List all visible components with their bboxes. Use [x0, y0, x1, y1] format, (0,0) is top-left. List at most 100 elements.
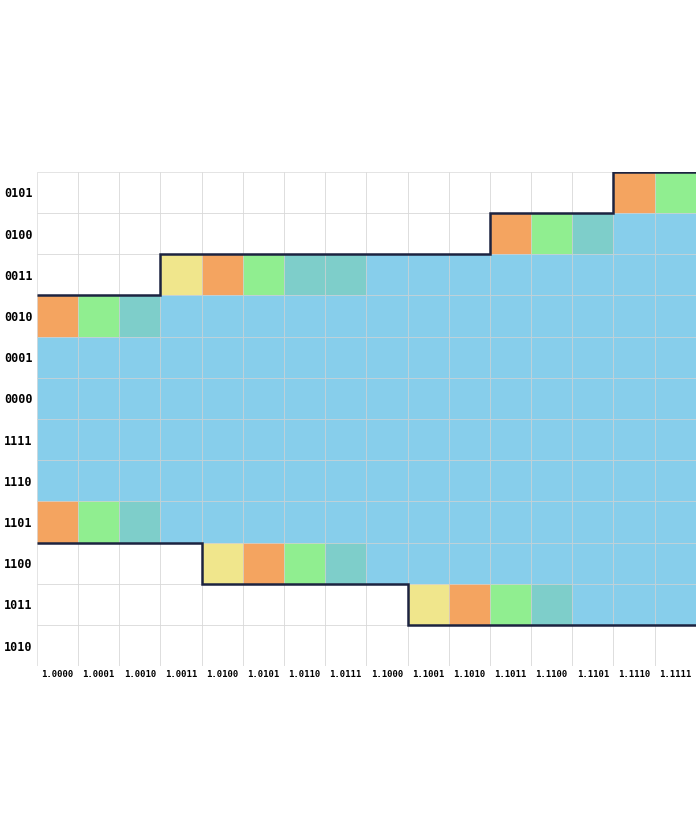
Bar [37, 542, 78, 584]
Bar [490, 419, 531, 460]
Bar [202, 172, 243, 213]
Bar [37, 501, 78, 542]
Bar [243, 625, 284, 666]
Bar [202, 419, 243, 460]
Bar [654, 213, 696, 254]
Bar [613, 337, 655, 378]
Bar [613, 542, 655, 584]
Bar [449, 460, 490, 501]
Bar [573, 460, 613, 501]
Bar [202, 501, 243, 542]
Bar [407, 542, 449, 584]
Bar [490, 501, 531, 542]
Bar [490, 254, 531, 296]
Bar [160, 625, 202, 666]
Bar [284, 296, 325, 337]
Bar [37, 172, 78, 213]
Bar [573, 584, 613, 625]
Bar [284, 501, 325, 542]
Bar [366, 296, 407, 337]
Bar [573, 213, 613, 254]
Bar [573, 337, 613, 378]
Bar [202, 378, 243, 419]
Bar [449, 501, 490, 542]
Bar [531, 172, 573, 213]
Bar [119, 296, 160, 337]
Bar [325, 584, 366, 625]
Bar [654, 296, 696, 337]
Bar [325, 501, 366, 542]
Bar [119, 378, 160, 419]
Bar [160, 213, 202, 254]
Bar [37, 337, 78, 378]
Bar [490, 213, 531, 254]
Bar [573, 296, 613, 337]
Bar [407, 172, 449, 213]
Bar [613, 296, 655, 337]
Bar [490, 460, 531, 501]
Bar [490, 337, 531, 378]
Bar [407, 378, 449, 419]
Bar [531, 419, 573, 460]
Bar [243, 460, 284, 501]
Bar [449, 378, 490, 419]
Bar [325, 213, 366, 254]
Bar [531, 460, 573, 501]
Bar [573, 378, 613, 419]
Bar [449, 584, 490, 625]
Bar [243, 584, 284, 625]
Bar [449, 337, 490, 378]
Bar [243, 542, 284, 584]
Bar [531, 584, 573, 625]
Bar [407, 419, 449, 460]
Bar [449, 625, 490, 666]
Bar [160, 542, 202, 584]
Bar [243, 213, 284, 254]
Bar [366, 501, 407, 542]
Bar [449, 419, 490, 460]
Bar [160, 584, 202, 625]
Bar [202, 337, 243, 378]
Bar [366, 625, 407, 666]
Bar [654, 460, 696, 501]
Bar [78, 584, 119, 625]
Bar [37, 460, 78, 501]
Bar [449, 542, 490, 584]
Bar [366, 172, 407, 213]
Bar [407, 501, 449, 542]
Bar [366, 337, 407, 378]
Bar [243, 337, 284, 378]
Bar [366, 584, 407, 625]
Bar [78, 213, 119, 254]
Bar [243, 172, 284, 213]
Bar [613, 254, 655, 296]
Bar [613, 419, 655, 460]
Bar [78, 625, 119, 666]
Bar [531, 254, 573, 296]
Bar [243, 378, 284, 419]
Bar [284, 542, 325, 584]
Bar [531, 337, 573, 378]
Bar [284, 625, 325, 666]
Bar [366, 378, 407, 419]
Bar [573, 419, 613, 460]
Bar [119, 254, 160, 296]
Bar [119, 542, 160, 584]
Bar [160, 337, 202, 378]
Bar [654, 172, 696, 213]
Bar [325, 254, 366, 296]
Bar [284, 460, 325, 501]
Bar [490, 172, 531, 213]
Bar [490, 542, 531, 584]
Bar [37, 378, 78, 419]
Bar [160, 172, 202, 213]
Bar [366, 254, 407, 296]
Bar [449, 172, 490, 213]
Bar [119, 172, 160, 213]
Bar [449, 296, 490, 337]
Bar [243, 501, 284, 542]
Bar [449, 213, 490, 254]
Bar [202, 460, 243, 501]
Bar [366, 213, 407, 254]
Bar [654, 419, 696, 460]
